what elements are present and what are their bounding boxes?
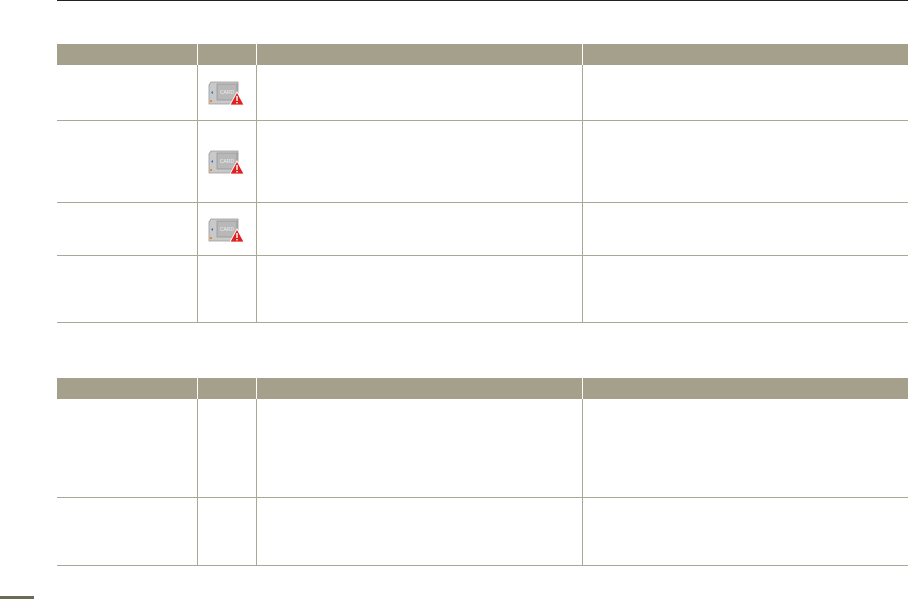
column-divider [197, 65, 198, 120]
column-divider [197, 498, 198, 565]
svg-text:CARD: CARD [220, 227, 235, 233]
card-warning-icon: CARD [208, 218, 245, 243]
card-warning-icon: CARD [208, 80, 248, 111]
card-warning-icon: CARD [208, 217, 248, 248]
column-divider [256, 65, 257, 120]
header-divider [582, 44, 583, 65]
column-divider [582, 203, 583, 255]
column-divider [256, 256, 257, 322]
column-divider [197, 203, 198, 255]
card-warning-icon: CARD [208, 81, 245, 106]
header-divider [197, 44, 198, 65]
column-divider [256, 399, 257, 497]
header-divider [197, 378, 198, 399]
card-warning-icon: CARD [208, 149, 248, 180]
column-divider [197, 121, 198, 202]
column-divider [582, 256, 583, 322]
column-divider [197, 256, 198, 322]
column-divider [582, 65, 583, 120]
header-divider [256, 44, 257, 65]
table-header [57, 44, 908, 65]
table-row: CARD [57, 121, 908, 203]
svg-text:CARD: CARD [220, 159, 235, 165]
column-divider [582, 498, 583, 565]
table-row: CARD [57, 203, 908, 256]
top-rule [57, 0, 908, 1]
column-divider [582, 121, 583, 202]
table-row [57, 256, 908, 323]
table-row [57, 399, 908, 498]
header-divider [582, 378, 583, 399]
card-warning-icon: CARD [208, 150, 245, 175]
svg-text:CARD: CARD [220, 90, 235, 96]
table-header [57, 378, 908, 399]
table-row: CARD [57, 65, 908, 121]
header-divider [256, 378, 257, 399]
page-marker [0, 596, 34, 599]
column-divider [197, 399, 198, 497]
column-divider [256, 498, 257, 565]
column-divider [256, 203, 257, 255]
table-row [57, 498, 908, 566]
column-divider [582, 399, 583, 497]
column-divider [256, 121, 257, 202]
